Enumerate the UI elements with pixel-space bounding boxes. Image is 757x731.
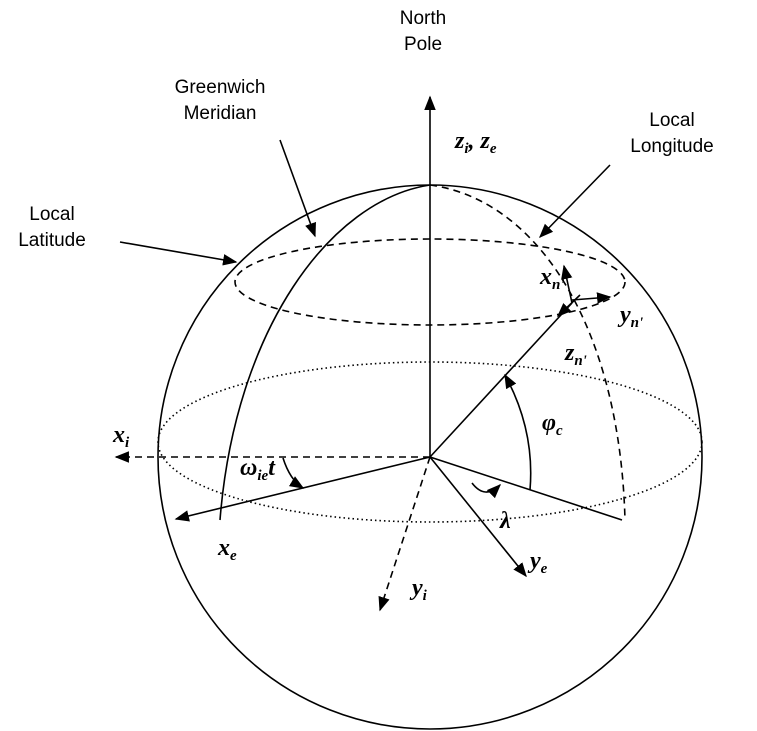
x-i-symbol-part: x	[112, 422, 125, 448]
x-e-symbol: xe	[217, 535, 237, 564]
omega-symbol-part: ie	[257, 468, 268, 484]
yi-axis	[378, 456, 431, 612]
longitude-line	[429, 456, 623, 521]
geometry	[114, 95, 703, 730]
z-n-symbol-part: z	[564, 340, 575, 366]
ye-axis	[429, 456, 527, 578]
label-text: Local	[649, 110, 694, 131]
label-text: Pole	[404, 34, 442, 55]
x-e-symbol-part: e	[230, 548, 237, 564]
z-axis-symbol-part: ,	[468, 128, 481, 154]
y-e-symbol: ye	[527, 548, 548, 577]
xn-axis	[561, 264, 573, 304]
x-i-symbol: xi	[112, 422, 130, 451]
y-n-symbol-part: y	[617, 302, 631, 328]
y-n-symbol: yn'	[617, 302, 643, 331]
label-text: Latitude	[18, 230, 86, 251]
lambda-symbol: λ	[499, 508, 511, 534]
phi-arc	[504, 373, 532, 491]
label-text: North	[400, 8, 446, 29]
z-n-symbol: zn'	[564, 340, 587, 369]
x-n-symbol: xn'	[539, 264, 565, 293]
z-axis-symbol: zi, ze	[454, 128, 497, 157]
z-axis-symbol-part: z	[454, 128, 465, 154]
latitude-pointer	[119, 241, 238, 266]
label-text: Meridian	[184, 103, 257, 124]
yn-axis	[571, 292, 612, 304]
phi-symbol-part: c	[556, 423, 563, 439]
zn-axis	[556, 294, 581, 317]
z-axis-symbol-part: i	[464, 141, 469, 157]
y-i-symbol-part: i	[423, 588, 428, 604]
greenwich-pointer	[279, 139, 316, 238]
omega-symbol-part: ω	[240, 455, 257, 481]
phi-symbol: φc	[542, 410, 563, 439]
omega-symbol: ωiet	[240, 455, 276, 484]
label-text: Longitude	[630, 136, 713, 157]
omega-arc	[282, 457, 305, 489]
z-axis-symbol-part: e	[490, 141, 497, 157]
y-i-symbol-part: y	[409, 575, 423, 601]
y-i-symbol: yi	[409, 575, 428, 604]
y-n-symbol-part: n'	[631, 315, 644, 331]
label-text: Greenwich	[175, 77, 266, 98]
greenwich-meridian	[219, 184, 431, 521]
phi-symbol-part: φ	[542, 410, 556, 436]
z-n-symbol-part: n'	[574, 353, 587, 369]
lambda-symbol-part: λ	[499, 508, 511, 534]
label-text: Local	[29, 204, 74, 225]
labels: North Pole Greenwich Meridian Local Longitude…	[18, 8, 714, 604]
z-axis-symbol-part: z	[480, 128, 491, 154]
lambda-arc	[471, 482, 502, 499]
x-n-symbol-part: x	[539, 264, 552, 290]
x-n-symbol-part: n'	[552, 277, 565, 293]
position-line	[429, 302, 573, 458]
longitude-pointer	[538, 164, 611, 239]
x-i-symbol-part: i	[125, 435, 130, 451]
y-e-symbol-part: e	[541, 561, 548, 577]
omega-symbol-part: t	[268, 455, 276, 481]
local-meridian	[429, 184, 626, 521]
x-e-symbol-part: x	[217, 535, 230, 561]
y-e-symbol-part: y	[527, 548, 541, 574]
